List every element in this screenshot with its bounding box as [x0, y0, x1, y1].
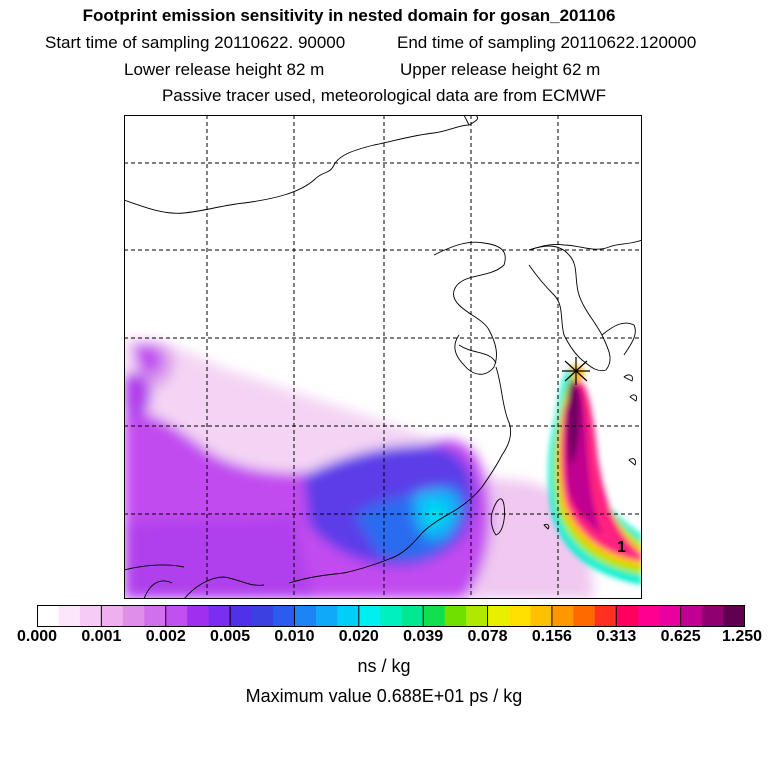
colorbar-cell — [637, 605, 660, 627]
colorbar-cell — [58, 605, 81, 627]
colorbar-tick-label: 0.625 — [660, 628, 701, 645]
colorbar-tick-label: 0.039 — [403, 628, 444, 645]
colorbar-tick-label: 1.250 — [721, 628, 763, 645]
colorbar-cell — [315, 605, 338, 627]
colorbar-cell — [551, 605, 574, 627]
end-time-label: End time of sampling 20110622.120000 — [397, 33, 697, 52]
colorbar-tick-label: 0.001 — [81, 628, 122, 645]
colorbar-tick-label: 0.156 — [531, 628, 572, 645]
colorbar-cell — [702, 605, 725, 627]
colorbar-tick-label: 0.010 — [274, 628, 315, 645]
colorbar — [37, 605, 745, 627]
colorbar-cell — [680, 605, 703, 627]
grid-lines — [124, 115, 642, 599]
colorbar-cell — [230, 605, 253, 627]
colorbar-tick-label: 0.002 — [145, 628, 186, 645]
colorbar-separators — [100, 605, 682, 627]
colorbar-cell — [358, 605, 381, 627]
colorbar-cell — [79, 605, 102, 627]
colorbar-cell — [487, 605, 510, 627]
colorbar-cells — [37, 605, 745, 627]
colorbar-frame — [37, 605, 745, 627]
colorbar-cell — [37, 605, 60, 627]
colorbar-tick-labels: 0.000 0.001 0.002 0.005 0.010 0.020 0.039 0.078… — [0, 628, 768, 652]
colorbar-cell — [594, 605, 617, 627]
colorbar-cell — [530, 605, 553, 627]
colorbar-cell — [723, 605, 745, 627]
colorbar-tick-label: 0.000 — [16, 628, 58, 645]
colorbar-cell — [294, 605, 317, 627]
colorbar-cell — [659, 605, 682, 627]
colorbar-cell — [101, 605, 124, 627]
receptor-marker — [562, 357, 590, 385]
colorbar-cell — [122, 605, 145, 627]
coastlines — [124, 115, 642, 599]
colorbar-cell — [165, 605, 188, 627]
footprint-map: 1 — [124, 115, 642, 599]
upper-release-label: Upper release height 62 m — [400, 60, 601, 79]
colorbar-cell — [466, 605, 489, 627]
colorbar-tick-label: 0.020 — [338, 628, 379, 645]
colorbar-cell — [144, 605, 167, 627]
units-label: ns / kg — [357, 656, 411, 676]
map-frame — [124, 115, 642, 599]
start-time-label: Start time of sampling 20110622. 90000 — [45, 33, 346, 52]
colorbar-cell — [423, 605, 446, 627]
colorbar-cell — [616, 605, 639, 627]
colorbar-cell — [208, 605, 231, 627]
page-title: Footprint emission sensitivity in nested… — [82, 6, 616, 25]
colorbar-cell — [509, 605, 532, 627]
maximum-value-label: Maximum value 0.688E+01 ps / kg — [245, 686, 523, 706]
lower-release-label: Lower release height 82 m — [124, 60, 325, 79]
colorbar-cell — [337, 605, 360, 627]
colorbar-tick-label: 0.005 — [210, 628, 251, 645]
tracer-info: Passive tracer used, meteorological data… — [161, 86, 607, 105]
colorbar-cell — [380, 605, 403, 627]
colorbar-cell — [401, 605, 424, 627]
colorbar-tick-label: 0.078 — [467, 628, 508, 645]
colorbar-cell — [251, 605, 274, 627]
colorbar-cell — [273, 605, 296, 627]
colorbar-cell — [573, 605, 596, 627]
receptor-number-label: 1 — [617, 539, 626, 556]
colorbar-cell — [187, 605, 210, 627]
colorbar-cell — [444, 605, 467, 627]
colorbar-tick-label: 0.313 — [596, 628, 637, 645]
